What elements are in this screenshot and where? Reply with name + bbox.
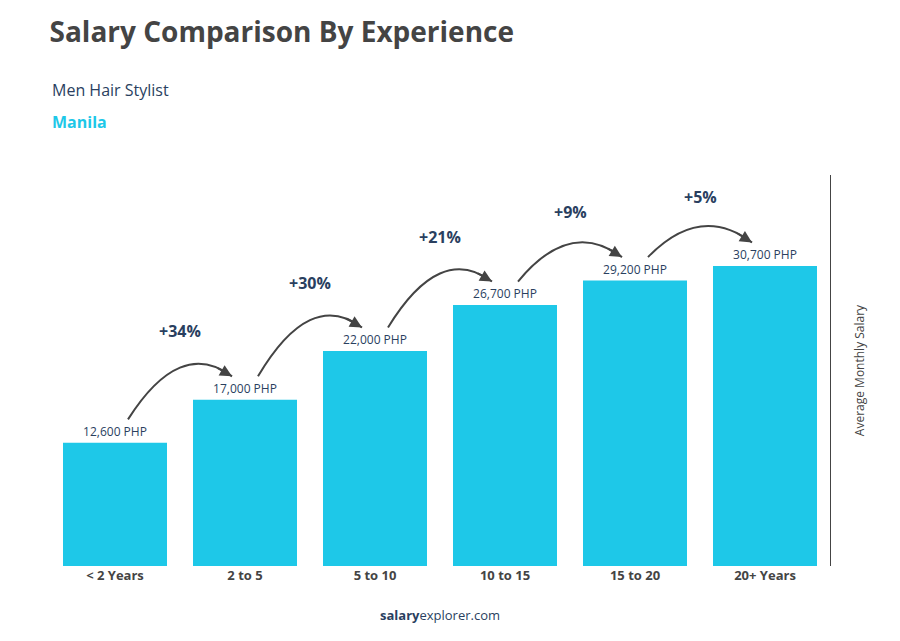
svg-text:Salary Comparison By Experienc: Salary Comparison By Experience [50,12,515,50]
svg-text:< 2 Years: < 2 Years [86,566,144,584]
svg-text:+30%: +30% [289,272,331,294]
svg-text:salaryexplorer.com: salaryexplorer.com [380,606,500,624]
svg-text:20+ Years: 20+ Years [734,566,796,584]
svg-text:30,700 PHP: 30,700 PHP [733,246,797,263]
svg-text:12,600 PHP: 12,600 PHP [83,423,147,440]
svg-text:Manila: Manila [52,111,107,133]
svg-text:Average Monthly Salary: Average Monthly Salary [851,304,868,436]
svg-text:17,000 PHP: 17,000 PHP [213,380,277,397]
svg-text:2 to 5: 2 to 5 [227,566,262,584]
svg-text:5 to 10: 5 to 10 [354,566,397,584]
svg-text:+9%: +9% [554,201,587,223]
svg-text:15 to 20: 15 to 20 [610,566,660,584]
svg-text:26,700 PHP: 26,700 PHP [473,285,537,302]
svg-text:10 to 15: 10 to 15 [480,566,530,584]
svg-text:+34%: +34% [159,320,201,342]
svg-text:+5%: +5% [684,186,717,208]
svg-text:22,000 PHP: 22,000 PHP [343,331,407,348]
svg-text:Men Hair Stylist: Men Hair Stylist [52,79,169,101]
svg-text:29,200 PHP: 29,200 PHP [603,261,667,278]
svg-text:+21%: +21% [419,226,461,248]
